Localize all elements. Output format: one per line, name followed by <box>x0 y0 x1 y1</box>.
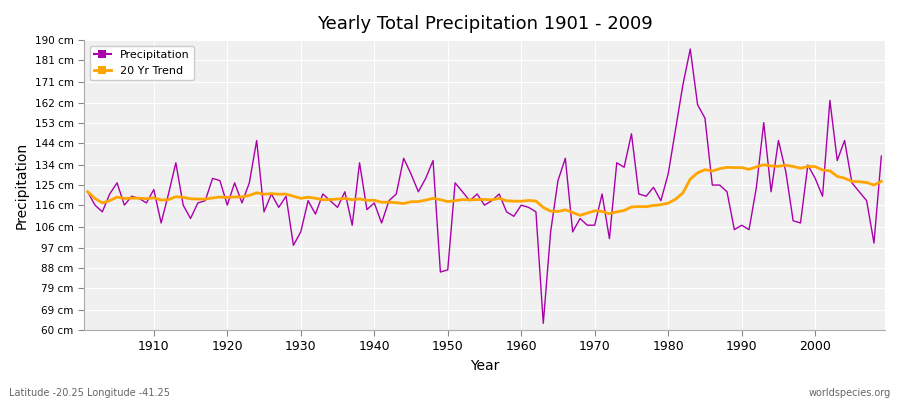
Legend: Precipitation, 20 Yr Trend: Precipitation, 20 Yr Trend <box>89 46 194 80</box>
Title: Yearly Total Precipitation 1901 - 2009: Yearly Total Precipitation 1901 - 2009 <box>317 15 652 33</box>
Y-axis label: Precipitation: Precipitation <box>15 142 29 229</box>
Text: worldspecies.org: worldspecies.org <box>809 388 891 398</box>
X-axis label: Year: Year <box>470 359 500 373</box>
Text: Latitude -20.25 Longitude -41.25: Latitude -20.25 Longitude -41.25 <box>9 388 170 398</box>
